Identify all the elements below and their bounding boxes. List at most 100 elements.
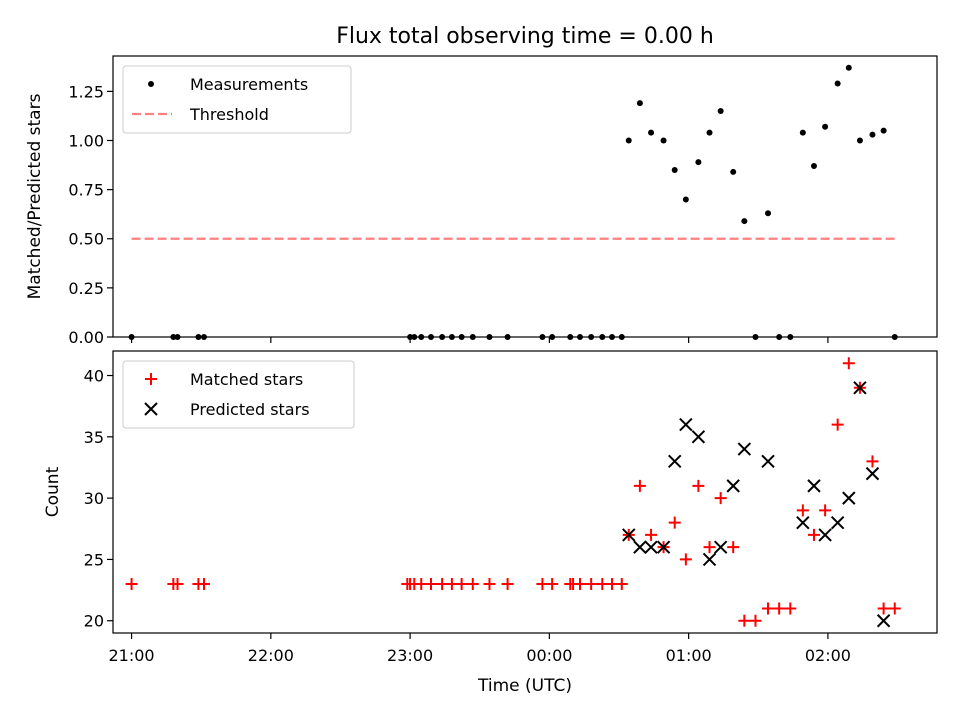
data-point bbox=[695, 159, 702, 166]
y-tick-label: 30 bbox=[84, 489, 104, 508]
data-point bbox=[644, 540, 658, 554]
data-point bbox=[738, 614, 751, 627]
data-point bbox=[679, 417, 693, 432]
data-point bbox=[842, 357, 855, 370]
data-point bbox=[622, 528, 636, 542]
data-point bbox=[717, 108, 724, 115]
plot-frame bbox=[112, 55, 938, 338]
data-point bbox=[761, 454, 775, 469]
data-point bbox=[702, 552, 717, 567]
data-point bbox=[876, 614, 891, 628]
data-point bbox=[741, 218, 748, 225]
legend-label: Measurements bbox=[190, 75, 308, 94]
data-point bbox=[660, 137, 667, 144]
data-point bbox=[865, 466, 880, 481]
data-point bbox=[807, 479, 821, 493]
data-point bbox=[845, 64, 852, 71]
legend-box bbox=[122, 65, 352, 134]
data-point bbox=[831, 418, 844, 431]
data-point bbox=[466, 577, 479, 590]
legend-box bbox=[122, 360, 355, 429]
x-tick-label: 02:00 bbox=[805, 646, 851, 665]
data-point bbox=[773, 602, 786, 615]
data-point bbox=[424, 577, 437, 590]
data-point bbox=[730, 168, 737, 175]
plot-frame bbox=[112, 350, 938, 634]
y-tick-label: 1.00 bbox=[68, 131, 104, 150]
data-point bbox=[784, 602, 797, 615]
data-point bbox=[888, 602, 901, 615]
data-point bbox=[866, 455, 879, 468]
top-panel: 0.00 0.25 0.50 0.75 1.00 1.25 Matched/Predicte… bbox=[25, 55, 938, 347]
y-tick-label: 25 bbox=[84, 550, 104, 569]
data-point bbox=[483, 577, 496, 590]
data-point bbox=[714, 492, 727, 505]
x-tick-label: 01:00 bbox=[666, 646, 712, 665]
data-point bbox=[869, 131, 876, 138]
legend-label: Matched stars bbox=[190, 370, 303, 389]
data-point bbox=[749, 614, 762, 627]
data-point bbox=[682, 196, 689, 203]
legend-swatch bbox=[144, 402, 158, 416]
data-point bbox=[679, 553, 692, 566]
legend-label: Threshold bbox=[189, 105, 269, 124]
y-tick-label: 40 bbox=[84, 367, 104, 386]
data-point bbox=[633, 479, 646, 492]
data-point bbox=[762, 602, 775, 615]
data-point bbox=[585, 577, 598, 590]
data-point bbox=[853, 381, 867, 395]
data-point bbox=[546, 577, 559, 590]
data-point bbox=[668, 516, 681, 529]
data-point bbox=[171, 577, 184, 590]
x-tick-label: 21:00 bbox=[109, 646, 155, 665]
y-tick-label: 0.00 bbox=[68, 328, 104, 347]
data-point bbox=[706, 129, 713, 136]
legend-label: Predicted stars bbox=[190, 400, 310, 419]
data-point bbox=[625, 137, 632, 144]
data-point bbox=[877, 602, 890, 615]
data-point bbox=[197, 577, 210, 590]
data-point bbox=[737, 442, 752, 456]
bottom-panel: 20 25 30 35 40 21:00 22:00 23:00 00:00 01:00 02:00… bbox=[43, 350, 938, 665]
data-point bbox=[692, 479, 705, 492]
data-point bbox=[713, 540, 728, 554]
y-tick-label: 0.50 bbox=[68, 230, 104, 249]
data-point bbox=[656, 540, 671, 554]
x-axis-label: Time (UTC) bbox=[477, 676, 572, 696]
data-point bbox=[822, 123, 829, 130]
data-point bbox=[819, 504, 832, 517]
y-axis-label: Count bbox=[43, 466, 63, 517]
data-point bbox=[726, 479, 740, 493]
data-point bbox=[834, 80, 841, 87]
data-point bbox=[636, 100, 643, 107]
y-tick-label: 20 bbox=[84, 612, 104, 631]
chart-title: Flux total observing time = 0.00 h bbox=[336, 24, 714, 49]
x-tick-label: 00:00 bbox=[526, 646, 572, 665]
y-tick-label: 0.75 bbox=[68, 181, 104, 200]
data-point bbox=[671, 166, 678, 173]
data-point bbox=[615, 577, 628, 590]
data-point bbox=[633, 540, 647, 554]
data-point bbox=[455, 577, 468, 590]
data-point bbox=[574, 577, 587, 590]
data-point bbox=[727, 541, 740, 554]
data-point bbox=[668, 454, 682, 469]
x-tick-label: 23:00 bbox=[387, 646, 433, 665]
data-point bbox=[648, 129, 655, 136]
data-point bbox=[796, 515, 810, 530]
data-point bbox=[818, 528, 832, 542]
data-point bbox=[125, 577, 138, 590]
data-point bbox=[842, 491, 856, 505]
data-point bbox=[796, 504, 809, 517]
data-point bbox=[703, 541, 716, 554]
data-point bbox=[880, 127, 887, 134]
data-point bbox=[807, 528, 820, 541]
data-point bbox=[765, 210, 772, 217]
data-point bbox=[799, 129, 806, 136]
legend-swatch bbox=[148, 81, 154, 87]
data-point bbox=[856, 137, 863, 144]
data-point bbox=[501, 577, 514, 590]
y-tick-label: 1.25 bbox=[68, 82, 104, 101]
data-point bbox=[830, 515, 845, 530]
